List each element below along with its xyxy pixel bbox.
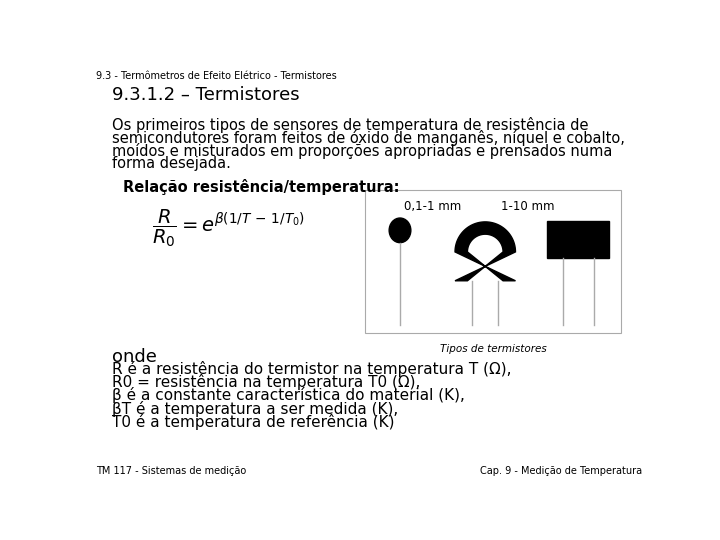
Text: 0,1-1 mm: 0,1-1 mm (404, 200, 461, 213)
Polygon shape (455, 222, 516, 281)
Text: TM 117 - Sistemas de medição: TM 117 - Sistemas de medição (96, 466, 246, 476)
Text: 1-10 mm: 1-10 mm (500, 200, 554, 213)
Text: Tipos de termistores: Tipos de termistores (440, 343, 546, 354)
Text: 9.3 - Termômetros de Efeito Elétrico - Termistores: 9.3 - Termômetros de Efeito Elétrico - T… (96, 71, 337, 81)
Text: 9.3.1.2 – Termistores: 9.3.1.2 – Termistores (112, 86, 300, 104)
Text: β é a constante característica do material (K),: β é a constante característica do materi… (112, 387, 464, 403)
Text: R0 = resistência na temperatura T0 (Ω),: R0 = resistência na temperatura T0 (Ω), (112, 374, 420, 390)
Text: onde: onde (112, 348, 156, 366)
Text: T0 é a temperatura de referência (K): T0 é a temperatura de referência (K) (112, 414, 395, 430)
Text: forma desejada.: forma desejada. (112, 157, 230, 171)
Bar (365, 190, 621, 333)
Text: Cap. 9 - Medição de Temperatura: Cap. 9 - Medição de Temperatura (480, 466, 642, 476)
Text: βT é a temperatura a ser medida (K),: βT é a temperatura a ser medida (K), (112, 401, 398, 416)
Bar (547, 221, 609, 258)
Text: Relação resistência/temperatura:: Relação resistência/temperatura: (122, 179, 399, 195)
Text: semicondutores foram feitos de óxido de manganês, níquel e cobalto,: semicondutores foram feitos de óxido de … (112, 130, 624, 146)
Text: $\dfrac{R}{R_0} = e^{\beta(1/T\,-\,1/T_0)}$: $\dfrac{R}{R_0} = e^{\beta(1/T\,-\,1/T_0… (152, 207, 305, 248)
Ellipse shape (389, 218, 411, 242)
Text: Os primeiros tipos de sensores de temperatura de resistência de: Os primeiros tipos de sensores de temper… (112, 117, 588, 133)
Text: moídos e misturados em proporções apropriadas e prensados numa: moídos e misturados em proporções apropr… (112, 143, 612, 159)
Text: R é a resistência do termistor na temperatura T (Ω),: R é a resistência do termistor na temper… (112, 361, 511, 377)
